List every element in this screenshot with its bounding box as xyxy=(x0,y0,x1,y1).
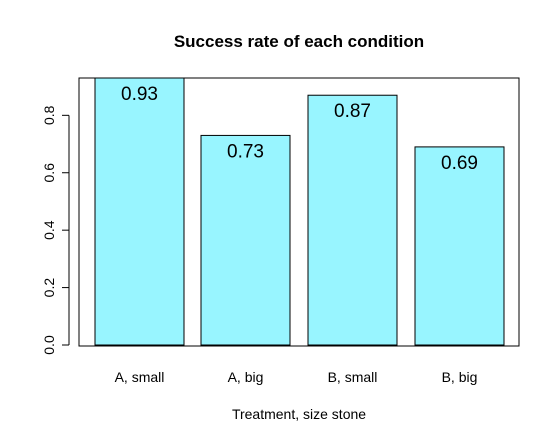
chart-title: Success rate of each condition xyxy=(174,32,424,51)
plot-box xyxy=(78,77,520,347)
x-tick-label: B, big xyxy=(442,369,478,385)
data-label: 0.93 xyxy=(121,84,158,105)
bar xyxy=(94,77,185,346)
bar xyxy=(307,94,398,346)
data-label: 0.73 xyxy=(227,141,264,162)
y-tick-label: 0.6 xyxy=(41,163,57,183)
x-tick-label: B, small xyxy=(328,369,378,385)
bar xyxy=(414,146,505,346)
x-tick-label: A, small xyxy=(115,369,165,385)
y-tick-label: 0.0 xyxy=(41,335,57,355)
y-tick-label: 0.2 xyxy=(41,278,57,298)
bars: 0.93 0.73 0.87 0.69 xyxy=(94,77,505,346)
x-tick-label: A, big xyxy=(228,369,264,385)
y-axis: 0.0 0.2 0.4 0.6 0.8 xyxy=(41,105,70,355)
x-axis: A, small A, big B, small B, big xyxy=(115,369,478,385)
y-tick-label: 0.8 xyxy=(41,105,57,125)
y-tick-label: 0.4 xyxy=(41,220,57,240)
data-label: 0.87 xyxy=(334,101,371,122)
bar xyxy=(200,134,291,346)
x-axis-label: Treatment, size stone xyxy=(232,406,366,422)
data-label: 0.69 xyxy=(441,153,478,174)
